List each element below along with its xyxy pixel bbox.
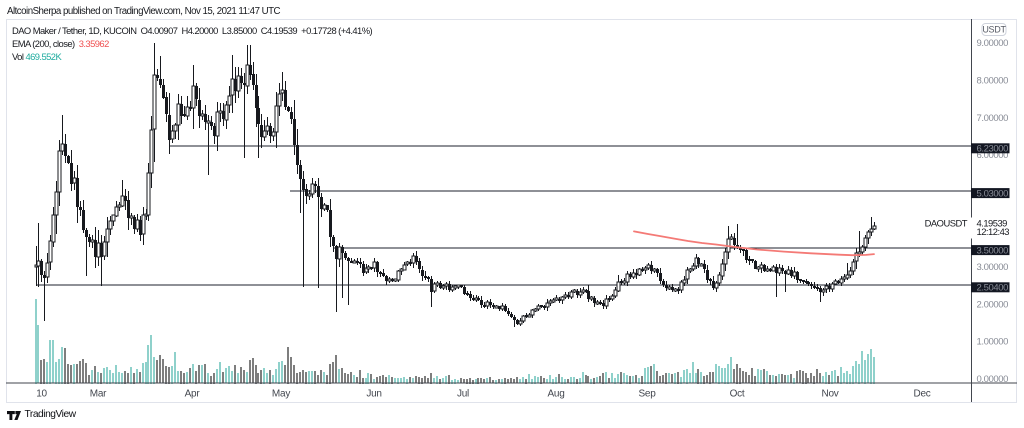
svg-text:Dec: Dec (913, 389, 930, 400)
svg-text:12:12:43: 12:12:43 (977, 226, 1010, 237)
svg-text:5.03000: 5.03000 (977, 188, 1009, 199)
svg-text:4.19539: 4.19539 (977, 217, 1008, 228)
svg-text:6.23000: 6.23000 (977, 144, 1009, 155)
svg-text:2.00000: 2.00000 (977, 299, 1009, 310)
svg-text:Aug: Aug (547, 389, 564, 400)
svg-text:3.50000: 3.50000 (977, 245, 1009, 256)
svg-text:Nov: Nov (821, 389, 838, 400)
svg-text:Oct: Oct (730, 389, 745, 400)
svg-text:9.00000: 9.00000 (977, 38, 1009, 49)
svg-text:8.00000: 8.00000 (977, 76, 1009, 87)
svg-text:May: May (272, 389, 290, 400)
svg-text:Mar: Mar (90, 389, 107, 400)
svg-text:1.00000: 1.00000 (977, 337, 1009, 348)
svg-text:Sep: Sep (638, 389, 656, 400)
svg-text:Jun: Jun (366, 389, 381, 400)
svg-text:Jul: Jul (457, 389, 469, 400)
svg-text:10: 10 (36, 389, 47, 400)
svg-text:2.50400: 2.50400 (977, 283, 1009, 294)
svg-text:7.00000: 7.00000 (977, 113, 1009, 124)
svg-text:6.00000: 6.00000 (977, 150, 1009, 161)
svg-text:Apr: Apr (185, 389, 201, 400)
svg-text:0.00000: 0.00000 (977, 374, 1009, 385)
svg-text:USDT: USDT (982, 25, 1006, 35)
svg-text:3.00000: 3.00000 (977, 262, 1009, 273)
svg-text:DAOUSDT: DAOUSDT (925, 217, 968, 228)
